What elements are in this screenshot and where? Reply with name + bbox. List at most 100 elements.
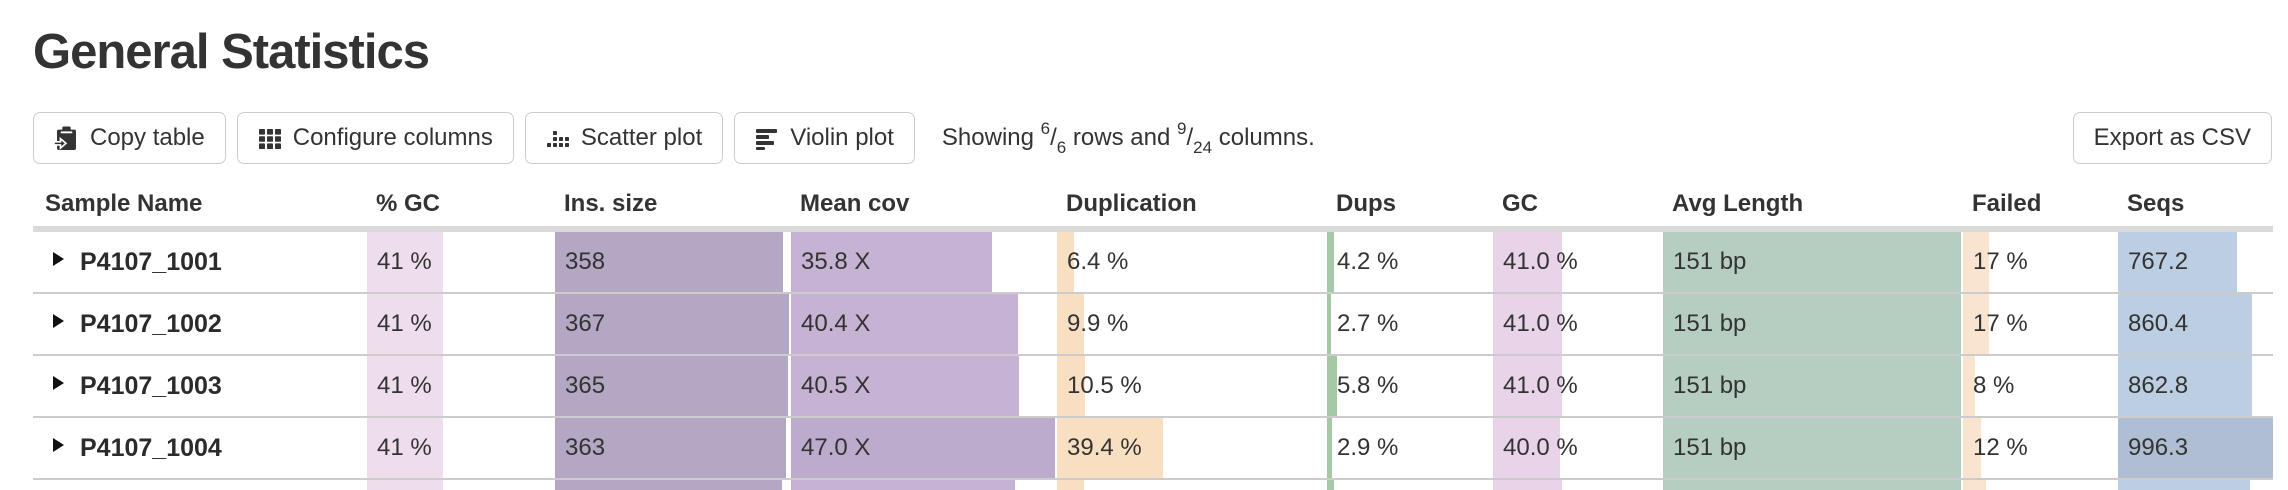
cell-bar bbox=[792, 356, 1019, 415]
copy-table-button[interactable]: Copy table bbox=[33, 112, 226, 164]
cell-bar bbox=[1964, 294, 1989, 353]
table-cell: 41 % bbox=[365, 355, 554, 418]
cell-value: 363 bbox=[565, 434, 606, 461]
column-header-pct-gc[interactable]: % GC bbox=[366, 184, 554, 232]
table-cell: 2.7 % bbox=[1325, 293, 1492, 356]
cell-bar bbox=[1494, 294, 1562, 353]
expand-row-icon[interactable] bbox=[53, 376, 64, 391]
cell-bar bbox=[1664, 418, 1961, 477]
column-header-duplication[interactable]: Duplication bbox=[1056, 184, 1326, 232]
column-header-gc[interactable]: GC bbox=[1492, 184, 1662, 232]
cell-value: 41 % bbox=[377, 248, 432, 275]
cell-value: 151 bp bbox=[1673, 434, 1747, 461]
cell-bar bbox=[1058, 356, 1086, 415]
table-cell: 41 % bbox=[365, 229, 554, 294]
table-cell: 40.0 % bbox=[1491, 417, 1662, 480]
cell-bar bbox=[556, 418, 787, 477]
table-cell: 10.5 % bbox=[1055, 355, 1326, 418]
column-header-sample-name[interactable]: Sample Name bbox=[33, 184, 366, 232]
cell-value: 41.0 % bbox=[1503, 310, 1578, 337]
table-cell: 39.4 % bbox=[1055, 417, 1326, 480]
cell-bar bbox=[1494, 480, 1562, 490]
cell-bar bbox=[368, 294, 444, 353]
cell-value: 41 % bbox=[377, 310, 432, 337]
cell-value: 8 % bbox=[1973, 372, 2015, 399]
cell-value: 35.8 X bbox=[801, 248, 871, 275]
column-header-seqs[interactable]: Seqs bbox=[2117, 184, 2273, 232]
cell-value: 17 % bbox=[1973, 310, 2028, 337]
column-header-dups[interactable]: Dups bbox=[1326, 184, 1492, 232]
scatter-plot-button[interactable]: Scatter plot bbox=[524, 112, 724, 164]
table-cell: 363 bbox=[553, 417, 790, 480]
table-cell bbox=[2116, 479, 2273, 490]
table-cell: 12 % bbox=[1961, 417, 2117, 480]
cell-value: 17 % bbox=[1973, 248, 2028, 275]
table-cell: 41.0 % bbox=[1491, 293, 1662, 356]
button-label: Violin plot bbox=[790, 124, 894, 151]
table-header: Sample Name % GC Ins. size Mean cov Dupl… bbox=[33, 184, 2273, 232]
cell-value: 40.5 X bbox=[801, 372, 871, 399]
violin-plot-button[interactable]: Violin plot bbox=[734, 112, 915, 164]
table-cell: 996.3 bbox=[2116, 417, 2273, 480]
cell-value: 367 bbox=[565, 310, 606, 337]
cell-value: 9.9 % bbox=[1067, 310, 1129, 337]
sample-name-cell: P4107_1004 bbox=[33, 417, 366, 480]
table-cell: 4.2 % bbox=[1325, 229, 1492, 294]
cell-value: 41.0 % bbox=[1503, 372, 1578, 399]
cell-bar bbox=[1964, 232, 1989, 291]
button-label: Configure columns bbox=[292, 124, 493, 151]
cell-bar bbox=[1328, 356, 1337, 415]
table-cell: 35.8 X bbox=[789, 229, 1056, 294]
expand-row-icon[interactable] bbox=[53, 438, 64, 453]
scatter-dots-icon bbox=[546, 126, 570, 150]
cell-bar bbox=[2119, 232, 2238, 291]
column-header-avg-length[interactable]: Avg Length bbox=[1662, 184, 1962, 232]
sample-name-cell: P4107_1002 bbox=[33, 293, 366, 356]
table-cell: 151 bp bbox=[1661, 293, 1962, 356]
cell-bar bbox=[556, 294, 789, 353]
table-cell: 17 % bbox=[1961, 229, 2117, 294]
table-cell: 41.0 % bbox=[1491, 355, 1662, 418]
column-header-mean-cov[interactable]: Mean cov bbox=[790, 184, 1056, 232]
cell-bar bbox=[1058, 232, 1075, 291]
rows-shown-count: 6 bbox=[1040, 118, 1051, 138]
column-header-ins-size[interactable]: Ins. size bbox=[554, 184, 790, 232]
button-label: Export as CSV bbox=[2093, 124, 2251, 151]
cell-value: 365 bbox=[565, 372, 606, 399]
cell-bar bbox=[792, 418, 1055, 477]
cell-bar bbox=[2119, 356, 2253, 415]
cell-bar bbox=[556, 356, 788, 415]
sample-name-cell: P4107_1003 bbox=[33, 355, 366, 418]
cell-value: 996.3 bbox=[2128, 434, 2189, 461]
table-cell: 2.9 % bbox=[1325, 417, 1492, 480]
cell-bar bbox=[1494, 418, 1561, 477]
button-label: Scatter plot bbox=[580, 124, 703, 151]
sample-name: P4107_1003 bbox=[80, 372, 222, 400]
cell-bar bbox=[1328, 480, 1334, 490]
table-cell: 5.8 % bbox=[1325, 355, 1492, 418]
general-statistics-section: General Statistics Copy table bbox=[0, 20, 2288, 490]
table-cell bbox=[789, 479, 1056, 490]
cell-bar bbox=[2119, 480, 2250, 490]
cell-bar bbox=[368, 232, 444, 291]
table-cell: 8 % bbox=[1961, 355, 2117, 418]
table-cell: 151 bp bbox=[1661, 229, 1962, 294]
table-cell bbox=[1961, 479, 2117, 490]
table-cell: 151 bp bbox=[1661, 355, 1962, 418]
cell-bar bbox=[1058, 294, 1084, 353]
cell-bar bbox=[1058, 418, 1163, 477]
cell-value: 358 bbox=[565, 248, 606, 275]
cell-value: 40.0 % bbox=[1503, 434, 1578, 461]
expand-row-icon[interactable] bbox=[53, 252, 64, 267]
configure-columns-button[interactable]: Configure columns bbox=[236, 112, 514, 164]
table-cell: 860.4 bbox=[2116, 293, 2273, 356]
cell-bar bbox=[1964, 418, 1982, 477]
table-cell bbox=[365, 479, 554, 490]
table-row bbox=[33, 479, 2273, 490]
column-header-failed[interactable]: Failed bbox=[1962, 184, 2117, 232]
cell-value: 41.0 % bbox=[1503, 248, 1578, 275]
expand-row-icon[interactable] bbox=[53, 314, 64, 329]
cell-value: 5.8 % bbox=[1337, 372, 1399, 399]
general-statistics-table: Sample Name % GC Ins. size Mean cov Dupl… bbox=[33, 184, 2273, 490]
export-csv-button[interactable]: Export as CSV bbox=[2072, 112, 2272, 164]
